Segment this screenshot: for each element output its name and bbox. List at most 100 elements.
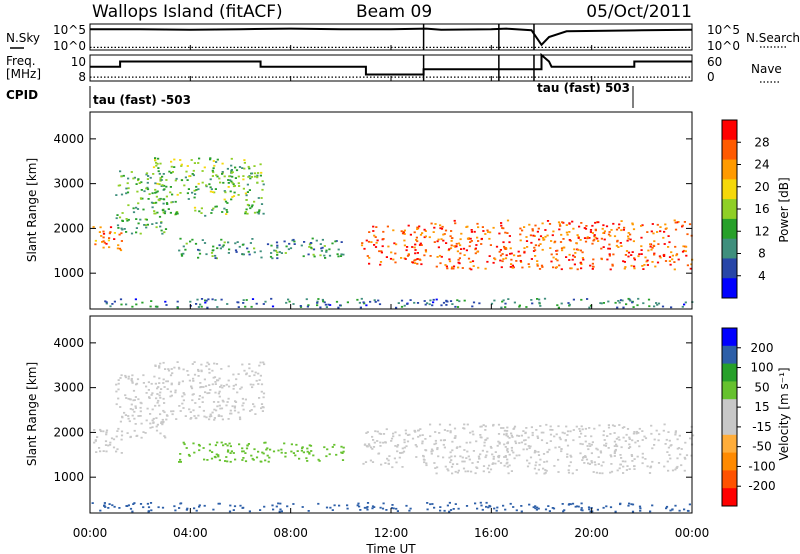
echo-cell	[209, 178, 212, 181]
echo-cell	[609, 268, 612, 271]
echo-cell	[636, 304, 639, 307]
echo-cell	[550, 240, 553, 242]
echo-cell	[248, 363, 251, 365]
echo-cell	[481, 226, 484, 228]
echo-cell	[616, 469, 619, 472]
echo-cell	[334, 240, 337, 243]
echo-cell	[511, 436, 514, 438]
echo-cell	[91, 502, 94, 504]
echo-cell	[627, 237, 630, 240]
echo-cell	[150, 201, 154, 204]
echo-cell	[238, 166, 242, 168]
echo-cell	[102, 450, 105, 452]
echo-cell	[433, 506, 436, 509]
echo-cell	[183, 393, 186, 396]
echo-cell	[494, 451, 497, 453]
echo-cell	[679, 453, 682, 456]
echo-cell	[610, 463, 613, 465]
echo-cell	[608, 231, 611, 233]
echo-cell	[589, 304, 593, 307]
echo-cell	[511, 264, 514, 267]
echo-cell	[669, 457, 672, 460]
echo-cell	[356, 298, 359, 301]
echo-cell	[288, 300, 291, 303]
nsky-tick-bottom: 10^0	[53, 39, 86, 53]
echo-cell	[182, 368, 185, 371]
echo-cell	[368, 262, 371, 265]
echo-cell	[656, 303, 659, 306]
echo-cell	[306, 447, 309, 450]
echo-cell	[266, 454, 269, 457]
echo-cell	[445, 299, 448, 302]
echo-cell	[217, 401, 220, 403]
echo-cell	[403, 438, 406, 441]
echo-cell	[194, 209, 197, 212]
echo-cell	[424, 230, 427, 232]
echo-cell	[511, 266, 514, 269]
echo-cell	[568, 259, 571, 261]
echo-cell	[226, 167, 229, 170]
echo-cell	[430, 450, 433, 453]
echo-cell	[628, 468, 631, 470]
echo-cell	[157, 170, 160, 173]
echo-cell	[538, 463, 541, 466]
echo-cell	[303, 241, 306, 243]
echo-cell	[163, 212, 166, 215]
echo-cell	[629, 233, 632, 236]
echo-cell	[130, 379, 133, 382]
echo-cell	[164, 436, 167, 439]
echo-cell	[493, 507, 496, 510]
echo-cell	[366, 255, 369, 257]
echo-cell	[156, 401, 159, 404]
echo-cell	[182, 245, 185, 248]
echo-cell	[230, 169, 233, 171]
echo-cell	[208, 449, 212, 452]
echo-cell	[443, 429, 446, 431]
echo-cell	[117, 244, 120, 247]
echo-cell	[545, 442, 549, 444]
echo-cell	[358, 505, 361, 508]
echo-cell	[198, 504, 201, 507]
echo-cell	[480, 243, 483, 245]
echo-cell	[151, 392, 154, 395]
echo-cell	[218, 395, 221, 398]
echo-cell	[600, 247, 603, 250]
echo-cell	[254, 371, 257, 374]
echo-cell	[363, 302, 366, 305]
echo-cell	[188, 379, 191, 382]
echo-cell	[236, 391, 239, 394]
echo-cell	[225, 456, 228, 458]
echo-cell	[133, 502, 136, 504]
echo-cell	[124, 414, 127, 416]
echo-cell	[490, 447, 493, 449]
echo-cell	[443, 509, 446, 512]
echo-cell	[568, 222, 571, 225]
echo-cell	[600, 257, 603, 260]
echo-cell	[533, 235, 536, 237]
echo-cell	[158, 199, 161, 202]
echo-cell	[413, 430, 416, 432]
echo-cell	[553, 465, 556, 467]
echo-cell	[230, 157, 233, 160]
echo-cell	[133, 417, 136, 420]
echo-cell	[485, 501, 488, 504]
echo-cell	[593, 235, 596, 238]
echo-cell	[454, 305, 457, 308]
echo-cell	[498, 441, 501, 444]
echo-cell	[247, 176, 250, 178]
echo-cell	[683, 469, 686, 472]
velocity-panel-frame	[89, 315, 693, 514]
colorbar-swatch	[722, 258, 737, 279]
echo-cell	[409, 299, 412, 301]
echo-cell	[503, 429, 506, 432]
echo-cell	[158, 215, 162, 218]
echo-cell	[149, 426, 152, 429]
echo-cell	[226, 202, 229, 204]
echo-cell	[448, 258, 451, 261]
echo-cell	[398, 434, 401, 437]
echo-cell	[211, 298, 214, 301]
echo-cell	[448, 501, 451, 504]
echo-cell	[193, 415, 196, 417]
echo-cell	[658, 255, 661, 258]
echo-cell	[203, 242, 207, 244]
